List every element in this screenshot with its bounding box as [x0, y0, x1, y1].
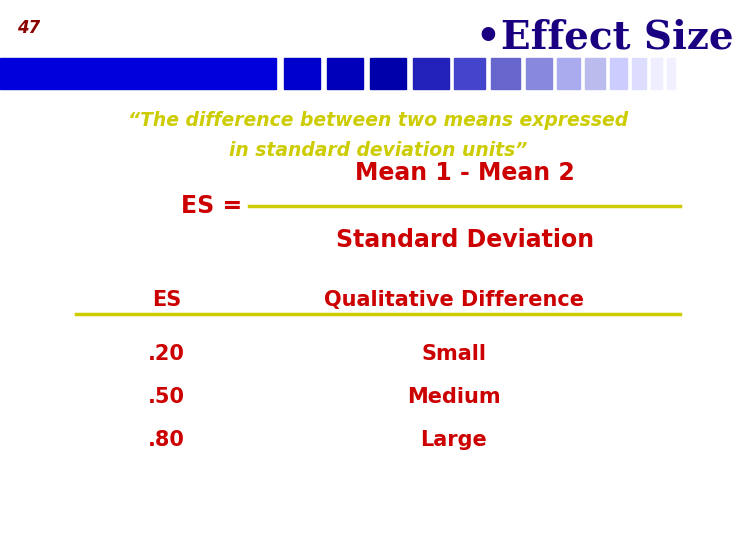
Bar: [0, 58, 276, 89]
Bar: [632, 58, 646, 89]
Text: “The difference between two means expressed: “The difference between two means expres…: [128, 111, 628, 130]
Text: ES: ES: [152, 289, 181, 310]
Text: 47: 47: [17, 19, 40, 37]
Text: Qualitative Difference: Qualitative Difference: [324, 289, 584, 310]
Bar: [557, 58, 580, 89]
Text: .50: .50: [148, 387, 184, 407]
Bar: [284, 58, 320, 89]
Bar: [585, 58, 605, 89]
Text: Small: Small: [421, 343, 486, 364]
Bar: [667, 58, 675, 89]
Bar: [526, 58, 552, 89]
Text: •Effect Size: •Effect Size: [476, 19, 733, 57]
Text: ES =: ES =: [181, 194, 242, 218]
Bar: [413, 58, 449, 89]
Bar: [327, 58, 363, 89]
Bar: [610, 58, 627, 89]
Bar: [454, 58, 485, 89]
Text: Medium: Medium: [407, 387, 500, 407]
Bar: [491, 58, 520, 89]
Text: Large: Large: [420, 430, 487, 450]
Bar: [651, 58, 662, 89]
Text: in standard deviation units”: in standard deviation units”: [229, 141, 527, 160]
Text: Mean 1 - Mean 2: Mean 1 - Mean 2: [355, 161, 575, 185]
Text: .20: .20: [148, 343, 184, 364]
Text: Standard Deviation: Standard Deviation: [336, 228, 594, 252]
Text: .80: .80: [148, 430, 184, 450]
Bar: [370, 58, 406, 89]
